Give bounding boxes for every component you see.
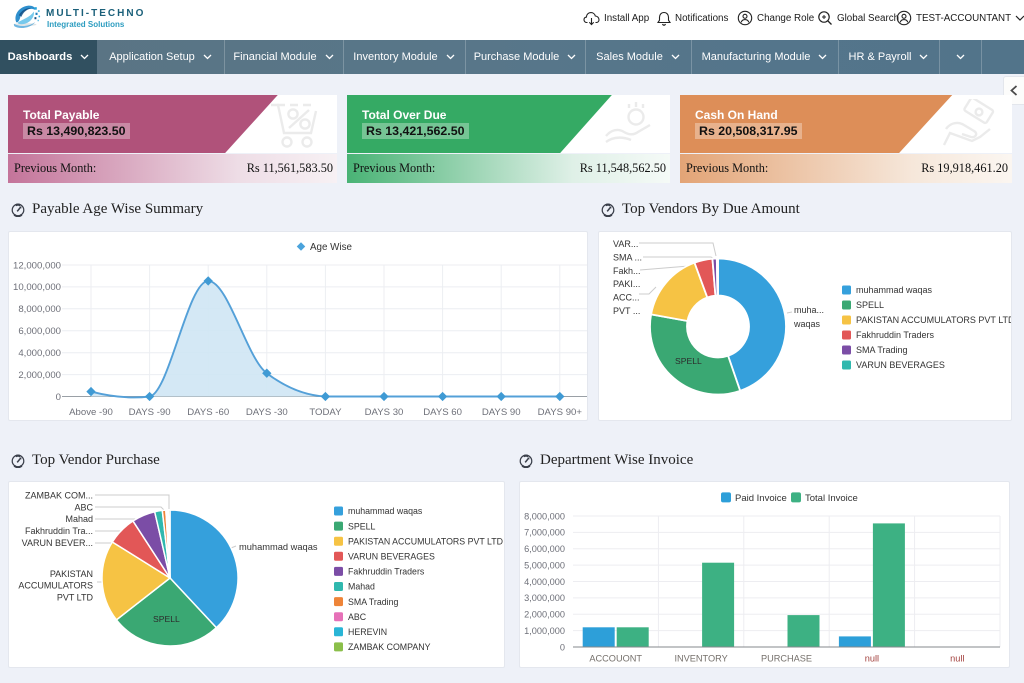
svg-text:0: 0 xyxy=(560,642,565,652)
svg-text:2,000,000: 2,000,000 xyxy=(524,610,565,620)
svg-text:Fakhruddin Tra...: Fakhruddin Tra... xyxy=(25,526,93,536)
svg-text:SMA ...: SMA ... xyxy=(613,252,642,262)
svg-text:ZAMBAK COMPANY: ZAMBAK COMPANY xyxy=(348,642,431,652)
svg-text:ACC...: ACC... xyxy=(613,293,640,303)
svg-text:DAYS 60: DAYS 60 xyxy=(423,407,462,418)
svg-text:VAR...: VAR... xyxy=(613,239,638,249)
svg-text:1,000,000: 1,000,000 xyxy=(524,626,565,636)
svg-text:muhammad waqas: muhammad waqas xyxy=(239,542,318,552)
svg-text:muhammad waqas: muhammad waqas xyxy=(348,506,423,516)
svg-text:DAYS 90: DAYS 90 xyxy=(482,407,521,418)
svg-text:null: null xyxy=(865,654,879,664)
svg-text:DAYS 30: DAYS 30 xyxy=(365,407,404,418)
svg-text:Age Wise: Age Wise xyxy=(310,242,352,253)
svg-text:Above -90: Above -90 xyxy=(69,407,113,418)
svg-text:6,000,000: 6,000,000 xyxy=(18,326,61,337)
svg-text:DAYS -60: DAYS -60 xyxy=(187,407,229,418)
svg-text:waqas: waqas xyxy=(793,319,821,329)
svg-text:Fakhruddin Traders: Fakhruddin Traders xyxy=(856,330,935,340)
svg-text:muhammad waqas: muhammad waqas xyxy=(856,285,933,295)
svg-text:PAKISTAN ACCUMULATORS PVT LTD: PAKISTAN ACCUMULATORS PVT LTD xyxy=(348,536,503,546)
svg-text:HEREVIN: HEREVIN xyxy=(348,627,387,637)
svg-text:PVT ...: PVT ... xyxy=(613,306,640,316)
svg-text:4,000,000: 4,000,000 xyxy=(18,348,61,359)
svg-text:10,000,000: 10,000,000 xyxy=(13,282,61,293)
svg-text:SMA Trading: SMA Trading xyxy=(856,345,908,355)
svg-text:VARUN BEVERAGES: VARUN BEVERAGES xyxy=(856,360,945,370)
svg-text:0: 0 xyxy=(56,392,61,403)
svg-text:ABC: ABC xyxy=(74,502,93,512)
svg-text:VARUN BEVERAGES: VARUN BEVERAGES xyxy=(348,552,435,562)
svg-text:PURCHASE: PURCHASE xyxy=(761,654,812,664)
svg-text:DAYS -30: DAYS -30 xyxy=(246,407,288,418)
svg-text:5,000,000: 5,000,000 xyxy=(524,560,565,570)
svg-text:SPELL: SPELL xyxy=(348,521,375,531)
svg-text:Total Invoice: Total Invoice xyxy=(805,493,858,504)
svg-text:SPELL: SPELL xyxy=(153,614,180,624)
svg-text:DAYS 90+: DAYS 90+ xyxy=(538,407,583,418)
svg-text:PVT LTD: PVT LTD xyxy=(57,593,94,603)
svg-text:Mahad: Mahad xyxy=(65,514,93,524)
svg-text:6,000,000: 6,000,000 xyxy=(524,544,565,554)
svg-text:8,000,000: 8,000,000 xyxy=(18,304,61,315)
svg-text:Mahad: Mahad xyxy=(348,582,375,592)
svg-text:ZAMBAK COM...: ZAMBAK COM... xyxy=(25,491,93,501)
svg-text:8,000,000: 8,000,000 xyxy=(524,511,565,521)
svg-text:2,000,000: 2,000,000 xyxy=(18,370,61,381)
svg-text:PAKISTAN: PAKISTAN xyxy=(50,569,93,579)
svg-text:PAKI...: PAKI... xyxy=(613,279,640,289)
svg-text:Fakhruddin Traders: Fakhruddin Traders xyxy=(348,567,425,577)
svg-text:INVENTORY: INVENTORY xyxy=(674,654,727,664)
svg-text:null: null xyxy=(950,654,964,664)
svg-text:3,000,000: 3,000,000 xyxy=(524,593,565,603)
svg-text:12,000,000: 12,000,000 xyxy=(13,260,61,271)
svg-text:SPELL: SPELL xyxy=(856,300,884,310)
svg-text:4,000,000: 4,000,000 xyxy=(524,577,565,587)
svg-text:TODAY: TODAY xyxy=(309,407,342,418)
svg-text:VARUN BEVER...: VARUN BEVER... xyxy=(22,538,93,548)
svg-text:ACCOUONT: ACCOUONT xyxy=(589,654,642,664)
svg-text:muha...: muha... xyxy=(794,305,824,315)
svg-text:ABC: ABC xyxy=(348,612,367,622)
svg-text:Fakh...: Fakh... xyxy=(613,266,641,276)
svg-text:Paid Invoice: Paid Invoice xyxy=(735,493,787,504)
svg-text:SPELL: SPELL xyxy=(675,356,702,366)
svg-text:PAKISTAN ACCUMULATORS PVT LTD: PAKISTAN ACCUMULATORS PVT LTD xyxy=(856,315,1011,325)
svg-text:ACCUMULATORS: ACCUMULATORS xyxy=(18,581,93,591)
svg-text:SMA Trading: SMA Trading xyxy=(348,597,398,607)
svg-text:DAYS -90: DAYS -90 xyxy=(129,407,171,418)
svg-text:7,000,000: 7,000,000 xyxy=(524,528,565,538)
